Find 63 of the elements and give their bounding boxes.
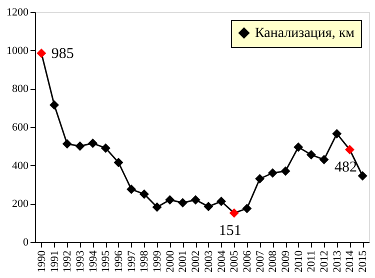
x-tick-label: 1994 — [87, 250, 100, 272]
point — [204, 202, 214, 212]
y-tick-label: 1000 — [6, 44, 29, 57]
point — [139, 189, 149, 199]
x-tick-label: 1997 — [126, 250, 138, 272]
x-tick-label: 2009 — [280, 250, 292, 272]
x-tick-label: 2014 — [344, 250, 356, 272]
point — [319, 154, 329, 164]
point — [178, 198, 188, 208]
x-tick-label: 2011 — [306, 250, 318, 272]
point — [294, 142, 304, 152]
x-tick-label: 1990 — [36, 250, 48, 272]
point — [306, 150, 316, 160]
x-tick-label: 2005 — [228, 250, 241, 272]
x-tick-label: 2012 — [318, 250, 331, 272]
x-tick-label: 1999 — [152, 250, 164, 272]
x-tick-label: 1996 — [113, 250, 125, 272]
point — [280, 166, 290, 176]
y-tick-label: 800 — [12, 83, 29, 96]
y-tick-label: 200 — [12, 198, 29, 210]
point — [100, 143, 110, 153]
x-tick-label: 2015 — [357, 250, 370, 272]
point — [62, 139, 72, 149]
y-tick-label: 0 — [23, 236, 29, 248]
x-tick-label: 2001 — [177, 250, 190, 272]
point — [126, 184, 136, 194]
point — [88, 138, 98, 148]
x-tick-label: 2000 — [164, 250, 176, 272]
point — [165, 195, 175, 205]
point — [255, 174, 265, 184]
point — [190, 195, 200, 205]
y-tick-label: 600 — [12, 122, 29, 134]
x-tick-label: 2006 — [241, 250, 254, 272]
x-tick-label: 2002 — [190, 250, 202, 272]
data-label: 985 — [51, 46, 74, 62]
legend-label: Канализация, км — [255, 26, 355, 41]
point — [344, 144, 354, 154]
x-tick-label: 2007 — [254, 250, 266, 272]
x-tick-label: 1995 — [100, 250, 112, 272]
x-tick-label: 2013 — [331, 250, 344, 272]
point — [216, 196, 226, 206]
point — [242, 204, 252, 214]
x-tick-label: 1991 — [48, 250, 61, 272]
x-tick-label: 1998 — [138, 250, 151, 272]
y-tick-label: 400 — [12, 160, 29, 172]
x-tick-label: 1992 — [62, 250, 74, 272]
point — [358, 171, 368, 181]
point — [152, 202, 162, 212]
point — [268, 168, 278, 178]
y-tick-label: 1200 — [6, 6, 29, 18]
point — [229, 208, 239, 218]
point — [36, 48, 46, 58]
x-tick-label: 2004 — [216, 250, 228, 272]
x-tick-label: 2010 — [292, 250, 305, 272]
x-tick-label: 2003 — [202, 250, 215, 272]
point — [332, 128, 342, 138]
point — [50, 100, 60, 110]
data-label: 151 — [218, 223, 242, 240]
x-tick-label: 2008 — [267, 250, 280, 272]
point — [75, 141, 85, 151]
x-tick-label: 1993 — [74, 250, 86, 272]
point — [114, 158, 124, 168]
data-label: 482 — [334, 160, 357, 176]
